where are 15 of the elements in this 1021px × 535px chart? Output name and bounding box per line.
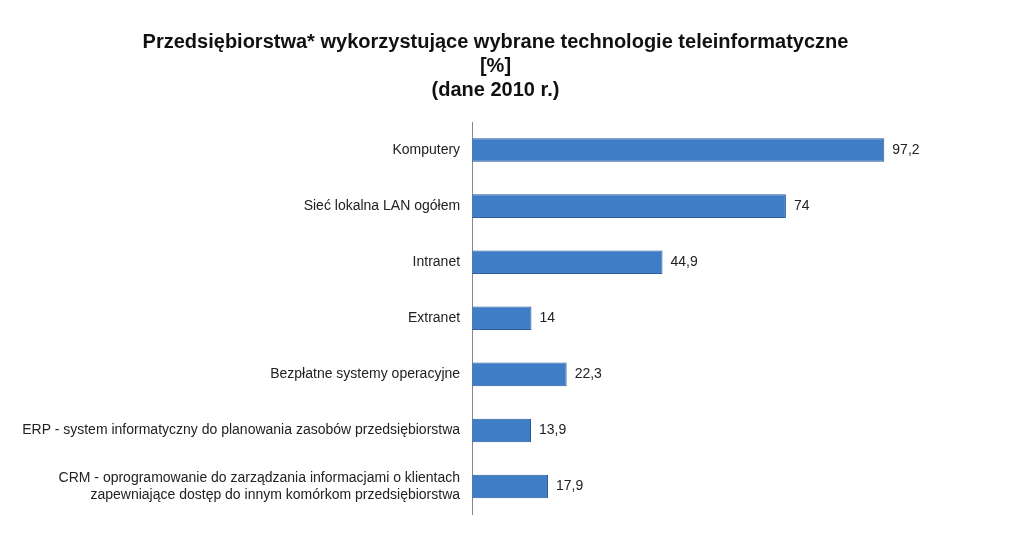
data-label: 44,9 (670, 253, 698, 270)
chart-title: Przedsiębiorstwa* wykorzystujące wybrane technologie teleinformatyczne [%] (dane 2010 r.) (142, 29, 849, 100)
y-tick-label: CRM - oprogramowanie do zarządzania informacjami o klientach zapewniające dostęp do innym komórkom przedsiębiorstwa (58, 469, 461, 502)
y-tick-label: Sieć lokalna LAN ogółem (303, 196, 461, 213)
y-tick-label: ERP - system informatyczny do planowania zasobów przedsiębiorstwa (22, 421, 461, 438)
data-label: 74 (793, 196, 810, 213)
data-label: 14 (539, 309, 556, 326)
data-label: 22,3 (574, 365, 603, 382)
y-tick-label: Intranet (412, 253, 461, 270)
data-label: 97,2 (892, 140, 920, 157)
data-label: 17,9 (555, 477, 584, 494)
y-tick-label: Extranet (407, 309, 461, 326)
y-tick-label: Komputery (392, 140, 461, 157)
y-tick-label: Bezpłatne systemy operacyjne (270, 365, 461, 382)
data-label: 13,9 (539, 421, 567, 438)
